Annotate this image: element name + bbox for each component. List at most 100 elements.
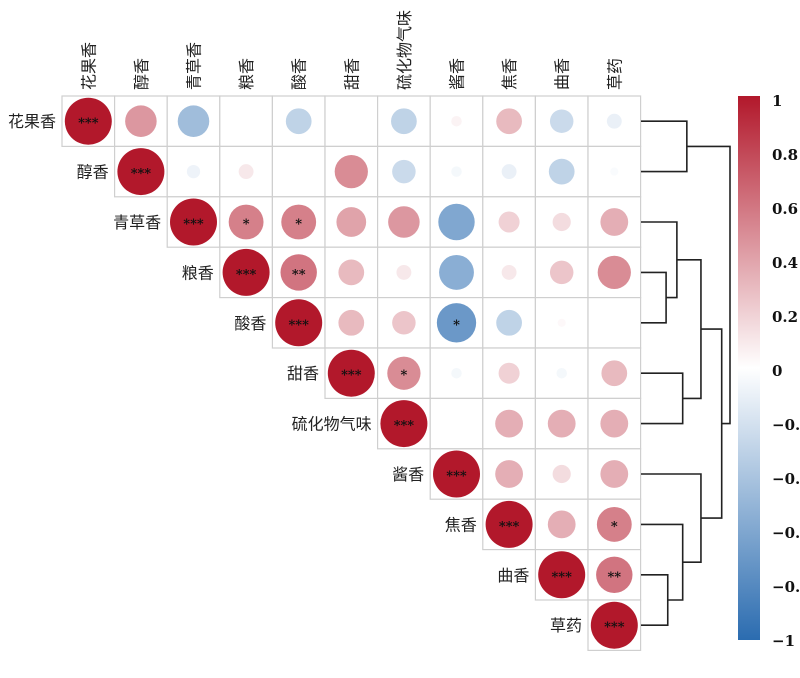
significance-label: ***	[394, 419, 415, 434]
column-label: 酱香	[448, 58, 467, 90]
corr-cell: ***	[587, 599, 642, 652]
row-label: 甜香	[287, 364, 319, 383]
significance-label: ***	[551, 570, 572, 585]
column-label: 花果香	[79, 42, 98, 90]
significance-label: **	[607, 570, 621, 585]
corr-cell	[271, 95, 326, 148]
row-label: 酱香	[392, 465, 424, 484]
corr-circle	[436, 303, 477, 343]
corr-cell	[219, 95, 274, 148]
corr-cell	[534, 95, 589, 148]
corr-circle	[485, 500, 533, 548]
colorbar-tick-label: 1	[772, 92, 782, 110]
corr-circle	[387, 356, 421, 390]
corr-circle	[238, 164, 254, 180]
colorbar-tick-label: 0.6	[772, 200, 798, 218]
corr-cell	[587, 397, 642, 450]
corr-cell	[534, 498, 589, 551]
corr-circle	[590, 601, 638, 649]
corr-circle	[438, 203, 475, 241]
column-label: 曲香	[553, 58, 572, 90]
corr-circle	[596, 556, 633, 594]
correlation-grid: ********* * **** ***** **** ********** **** ***…	[61, 95, 642, 652]
corr-circle	[538, 551, 586, 599]
row-label: 花果香	[8, 112, 56, 131]
corr-circle	[170, 198, 217, 246]
corr-circle	[392, 311, 416, 335]
column-label: 焦香	[500, 58, 519, 90]
corr-circle	[495, 409, 524, 438]
corr-circle	[495, 460, 524, 488]
corr-cell: ***	[61, 95, 116, 148]
corr-cell	[587, 145, 642, 198]
cell-border	[324, 95, 379, 148]
corr-cell	[166, 95, 221, 148]
cell-border	[271, 145, 326, 198]
corr-cell	[324, 95, 379, 148]
corr-cell: ***	[377, 397, 431, 450]
corr-cell	[587, 448, 642, 500]
column-label: 草药	[605, 58, 624, 90]
corr-circle	[597, 255, 631, 290]
corr-cell: ***	[429, 448, 484, 500]
significance-label: ***	[604, 620, 625, 635]
colorbar-tick-label: −0.2	[772, 416, 800, 434]
corr-circle	[601, 360, 628, 387]
corr-cell	[377, 95, 431, 148]
colorbar-tick-label: 0.4	[772, 254, 798, 272]
corr-cell	[166, 145, 221, 198]
dendrogram	[641, 120, 731, 626]
corr-circle	[391, 108, 417, 135]
corr-circle	[451, 115, 462, 127]
corr-cell	[219, 145, 274, 198]
corr-circle	[606, 113, 622, 129]
corr-cell	[482, 95, 536, 148]
corr-cell: *	[587, 498, 642, 551]
corr-cell	[482, 397, 536, 450]
corr-circle	[548, 158, 575, 185]
corr-cell	[587, 196, 642, 248]
corr-circle	[600, 409, 629, 438]
corr-cell	[534, 347, 589, 400]
corr-cell: ***	[534, 548, 589, 601]
colorbar-tick-label: 0.2	[772, 308, 798, 326]
corr-circle	[610, 167, 619, 176]
colorbar-tick-label: 0.8	[772, 146, 798, 164]
corr-cell	[324, 196, 379, 248]
corr-cell	[324, 246, 379, 299]
dendro-link	[641, 221, 678, 299]
corr-cell	[534, 297, 589, 349]
colorbar-tick-label: −0.4	[772, 470, 800, 488]
significance-label: ***	[341, 368, 362, 383]
corr-cell	[429, 95, 484, 148]
corr-circle	[334, 154, 368, 189]
corr-cell	[429, 397, 484, 450]
row-label: 硫化物气味	[292, 415, 372, 434]
dendro-link	[641, 372, 684, 425]
corr-circle	[547, 510, 576, 539]
corr-circle	[501, 164, 517, 180]
cell-border	[219, 95, 274, 148]
corr-cell: ***	[219, 246, 274, 299]
significance-label: *	[295, 217, 302, 232]
corr-circle	[549, 260, 574, 285]
corr-circle	[549, 109, 574, 133]
corr-circle	[600, 460, 629, 488]
corr-circle	[222, 248, 270, 296]
row-label: 草药	[550, 616, 582, 635]
corr-circle	[338, 259, 365, 286]
significance-label: *	[243, 217, 250, 232]
corr-cell	[587, 246, 642, 299]
colorbar: 1 0.8 0.6 0.4 0.2 0 −0.2 −0.4 −0.6 −0.8 −1	[738, 92, 800, 650]
corr-circle	[388, 206, 420, 238]
corr-circle	[336, 207, 367, 237]
corr-cell	[534, 145, 589, 198]
dendro-link	[641, 271, 667, 324]
corr-cell: **	[587, 548, 642, 601]
colorbar-gradient	[738, 96, 760, 640]
corr-cell	[482, 196, 536, 248]
corr-circle	[547, 409, 576, 438]
column-label: 粮香	[237, 58, 256, 90]
corr-cell: *	[377, 347, 431, 400]
corr-circle	[327, 349, 375, 397]
